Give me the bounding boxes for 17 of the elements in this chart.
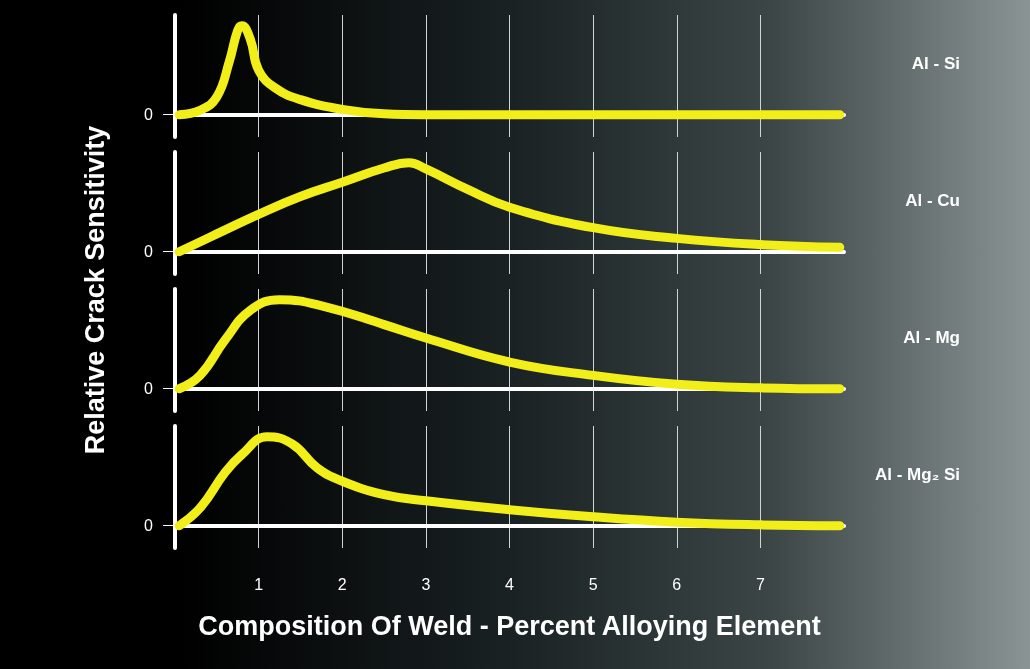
x-tick-label: 1 (254, 575, 264, 593)
y-axis-title: Relative Crack Sensitivity (79, 125, 111, 455)
text: 0 (144, 243, 154, 261)
x-tick-label: 3 (421, 575, 431, 593)
text: Al - Mg (903, 328, 960, 347)
text: 0 (144, 517, 154, 535)
x-tick-label: 5 (588, 575, 598, 593)
x-tick-label: 4 (505, 575, 515, 593)
text: Al - Mg₂ Si (875, 465, 961, 484)
text: 0 (144, 380, 154, 398)
x-tick-label: 7 (755, 575, 765, 593)
text: Al - Si (911, 54, 960, 73)
x-tick-label: 2 (337, 575, 347, 593)
text: Al - Cu (905, 191, 961, 210)
text: 0 (144, 106, 154, 124)
x-axis-title: Composition Of Weld - Percent Alloying Element (198, 610, 821, 641)
x-tick-label: 6 (672, 575, 682, 593)
